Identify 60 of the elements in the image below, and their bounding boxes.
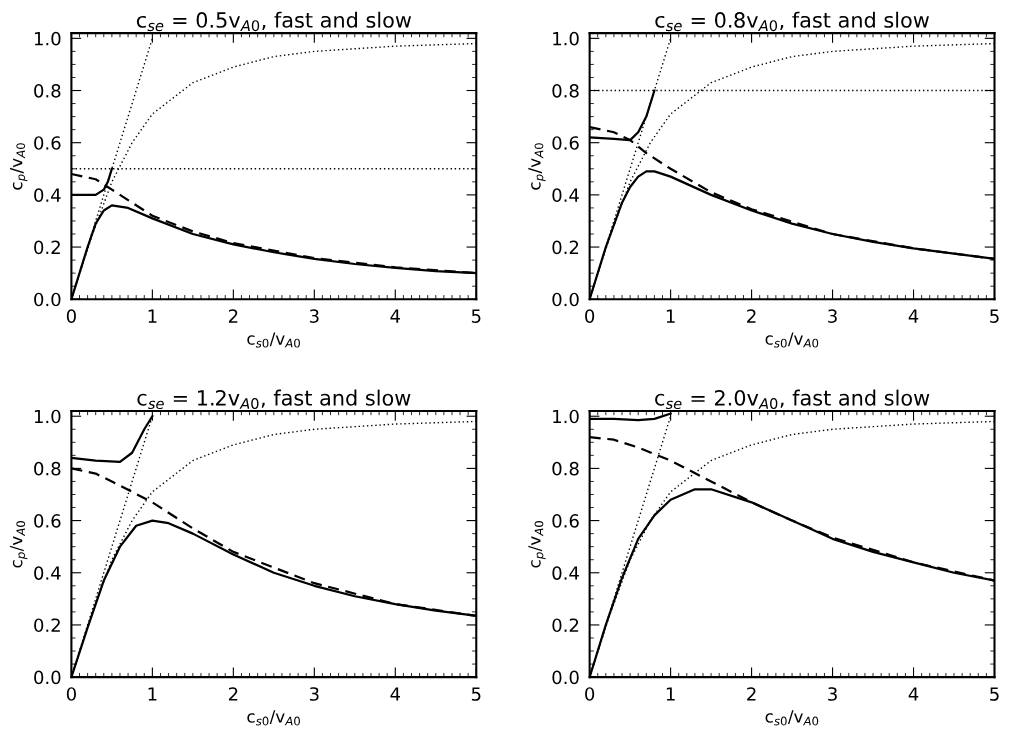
y-tick-label: 0.2 xyxy=(552,618,579,633)
y-axis-title: c$_{p}$/v$_{A0}$ xyxy=(528,521,546,568)
y-tick-label: 0.8 xyxy=(34,461,61,476)
x-tick-label: 2 xyxy=(747,687,756,701)
chart-title: c$_{se}$ = 2.0v$_{A0}$, fast and slow xyxy=(655,389,930,410)
y-tick-label: 0.0 xyxy=(552,292,579,307)
x-axis-title: c$_{s0}$/v$_{A0}$ xyxy=(765,710,819,726)
y-tick-label: 0.4 xyxy=(552,188,579,202)
chart-title: c$_{se}$ = 1.2v$_{A0}$, fast and slow xyxy=(137,389,411,410)
x-tick-label: 1 xyxy=(666,687,675,701)
y-tick-label: 0.8 xyxy=(34,83,61,98)
x-axis-title: c$_{s0}$/v$_{A0}$ xyxy=(765,332,819,348)
x-tick-label: 0 xyxy=(585,309,595,323)
y-tick-label: 0.6 xyxy=(34,514,61,528)
y-tick-label: 0.0 xyxy=(552,670,579,685)
y-axis-title: c$_{p}$/v$_{A0}$ xyxy=(10,521,28,568)
x-tick-label: 5 xyxy=(471,687,481,701)
x-tick-label: 4 xyxy=(908,687,919,701)
y-tick-label: 0.0 xyxy=(34,670,61,685)
x-tick-label: 2 xyxy=(228,309,238,323)
x-tick-label: 3 xyxy=(309,687,319,701)
y-tick-label: 0.6 xyxy=(34,136,61,150)
x-axis-title: c$_{s0}$/v$_{A0}$ xyxy=(247,332,300,348)
y-tick-label: 0.6 xyxy=(552,514,579,528)
y-tick-label: 0.2 xyxy=(34,240,60,255)
x-tick-label: 4 xyxy=(390,687,401,701)
x-tick-label: 3 xyxy=(828,309,837,323)
y-axis-title: c$_{p}$/v$_{A0}$ xyxy=(10,143,28,190)
x-tick-label: 0 xyxy=(66,687,76,701)
y-tick-label: 1.0 xyxy=(34,409,61,424)
x-tick-label: 1 xyxy=(666,309,675,323)
x-tick-label: 5 xyxy=(471,309,481,323)
y-tick-label: 0.4 xyxy=(552,566,579,580)
x-tick-label: 3 xyxy=(828,687,837,701)
y-tick-label: 0.8 xyxy=(552,83,579,98)
y-tick-label: 0.2 xyxy=(34,618,60,633)
x-tick-label: 5 xyxy=(990,309,999,323)
y-tick-label: 0.6 xyxy=(552,136,579,150)
chart-title: c$_{se}$ = 0.5v$_{A0}$, fast and slow xyxy=(136,11,412,32)
y-axis-title: c$_{p}$/v$_{A0}$ xyxy=(528,143,546,190)
x-tick-label: 4 xyxy=(908,309,919,323)
y-tick-label: 1.0 xyxy=(553,31,579,46)
x-tick-label: 5 xyxy=(990,687,999,701)
x-tick-label: 1 xyxy=(148,309,157,323)
x-tick-label: 0 xyxy=(585,687,595,701)
x-tick-label: 4 xyxy=(390,309,401,323)
y-tick-label: 0.8 xyxy=(552,461,579,476)
y-tick-label: 0.0 xyxy=(34,292,61,307)
x-tick-label: 1 xyxy=(148,687,157,701)
x-tick-label: 0 xyxy=(66,309,76,323)
y-tick-label: 1.0 xyxy=(553,409,579,424)
y-tick-label: 0.2 xyxy=(552,240,579,255)
chart-title: c$_{se}$ = 0.8v$_{A0}$, fast and slow xyxy=(655,11,929,32)
x-tick-label: 2 xyxy=(747,309,756,323)
y-tick-label: 1.0 xyxy=(34,31,61,46)
x-axis-title: c$_{s0}$/v$_{A0}$ xyxy=(247,710,300,726)
y-tick-label: 0.4 xyxy=(34,566,61,580)
y-tick-label: 0.4 xyxy=(34,188,61,202)
x-tick-label: 2 xyxy=(228,687,238,701)
x-tick-label: 3 xyxy=(309,309,319,323)
